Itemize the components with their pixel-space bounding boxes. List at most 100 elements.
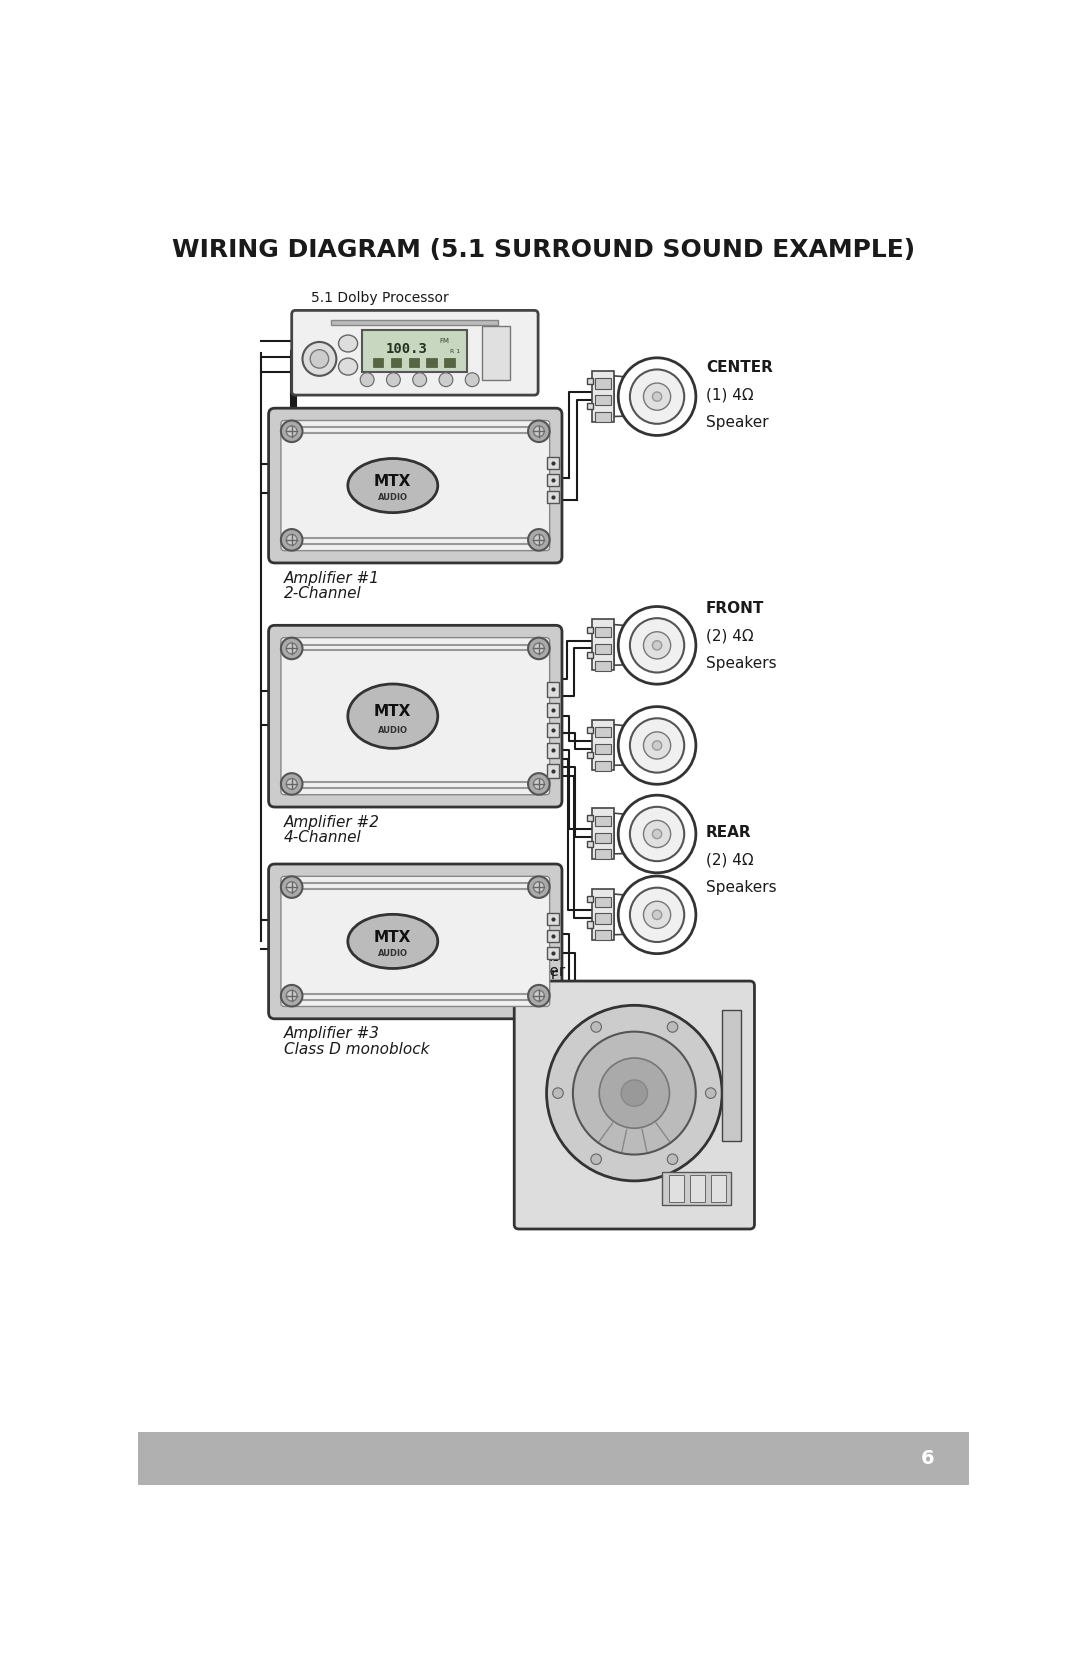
Circle shape — [281, 985, 302, 1006]
Bar — [588, 753, 593, 758]
Bar — [595, 412, 610, 422]
Bar — [588, 726, 593, 733]
Bar — [595, 628, 610, 638]
Circle shape — [572, 1031, 696, 1155]
Circle shape — [644, 733, 671, 759]
Text: (1) 2Ω: (1) 2Ω — [511, 950, 558, 965]
Ellipse shape — [338, 359, 357, 376]
Circle shape — [652, 829, 662, 838]
Bar — [595, 644, 610, 654]
Bar — [588, 814, 593, 821]
Bar — [588, 404, 593, 409]
Text: (2) 4Ω: (2) 4Ω — [706, 853, 754, 868]
Circle shape — [281, 773, 302, 794]
FancyBboxPatch shape — [281, 876, 550, 1006]
Circle shape — [528, 421, 550, 442]
Text: MTX: MTX — [374, 704, 411, 719]
Polygon shape — [615, 895, 630, 935]
Circle shape — [705, 1088, 716, 1098]
Bar — [595, 379, 610, 389]
Bar — [592, 890, 615, 940]
Bar — [546, 743, 558, 758]
Ellipse shape — [348, 915, 437, 968]
Bar — [546, 457, 558, 469]
Bar — [592, 808, 615, 860]
Circle shape — [310, 350, 328, 369]
Text: (1) 4Ω: (1) 4Ω — [706, 387, 754, 402]
Bar — [482, 325, 511, 379]
Ellipse shape — [348, 459, 437, 512]
Text: REAR: REAR — [706, 824, 752, 840]
Circle shape — [591, 1153, 602, 1165]
Bar — [595, 396, 610, 406]
Text: (1) 2Ω: (1) 2Ω — [503, 951, 551, 966]
Bar — [595, 833, 610, 843]
FancyBboxPatch shape — [269, 409, 562, 562]
Circle shape — [465, 372, 480, 387]
Bar — [546, 913, 558, 925]
Circle shape — [534, 534, 544, 546]
Circle shape — [281, 876, 302, 898]
Polygon shape — [615, 376, 630, 417]
Circle shape — [528, 773, 550, 794]
Bar — [723, 1010, 741, 1142]
Bar — [662, 1172, 731, 1205]
Text: 6: 6 — [921, 1449, 934, 1469]
Circle shape — [553, 1088, 564, 1098]
Bar — [588, 896, 593, 903]
FancyBboxPatch shape — [514, 981, 755, 1228]
Bar — [690, 1175, 705, 1202]
Text: AUDIO: AUDIO — [378, 948, 408, 958]
Circle shape — [286, 990, 297, 1001]
Text: (2) 4Ω: (2) 4Ω — [706, 629, 754, 644]
Bar — [546, 474, 558, 486]
Text: MTX: MTX — [374, 930, 411, 945]
Ellipse shape — [338, 335, 357, 352]
Circle shape — [281, 529, 302, 551]
Text: 5.1 Dolby Processor: 5.1 Dolby Processor — [311, 290, 448, 305]
Bar — [546, 723, 558, 738]
Circle shape — [528, 529, 550, 551]
Circle shape — [534, 426, 544, 437]
Text: CENTER: CENTER — [706, 359, 773, 374]
Circle shape — [286, 881, 297, 893]
Bar — [595, 761, 610, 771]
Bar — [595, 728, 610, 738]
Bar — [546, 491, 558, 504]
Bar — [427, 359, 437, 367]
Text: 100.3: 100.3 — [386, 342, 428, 355]
Text: AUDIO: AUDIO — [378, 726, 408, 734]
Bar — [592, 371, 615, 422]
Bar — [592, 719, 615, 771]
Bar — [595, 896, 610, 906]
Circle shape — [534, 881, 544, 893]
Circle shape — [618, 357, 696, 436]
Circle shape — [630, 369, 685, 424]
Circle shape — [534, 778, 544, 789]
Bar — [595, 850, 610, 860]
Text: AUDIO: AUDIO — [378, 492, 408, 502]
Text: FM: FM — [440, 339, 449, 344]
Bar — [546, 703, 558, 718]
FancyBboxPatch shape — [269, 865, 562, 1018]
Bar — [588, 841, 593, 846]
Bar — [595, 930, 610, 940]
Bar — [588, 626, 593, 633]
Circle shape — [591, 1021, 602, 1031]
Bar — [595, 661, 610, 671]
Bar — [137, 1432, 970, 1485]
Circle shape — [438, 372, 453, 387]
Bar — [408, 359, 419, 367]
Circle shape — [652, 641, 662, 649]
Circle shape — [652, 392, 662, 401]
Circle shape — [652, 741, 662, 749]
Bar — [595, 744, 610, 754]
Text: FRONT: FRONT — [706, 601, 765, 616]
Circle shape — [546, 1005, 723, 1182]
Bar — [595, 913, 610, 923]
Circle shape — [534, 990, 544, 1001]
Circle shape — [630, 806, 685, 861]
Bar — [546, 764, 558, 778]
Text: 2-Channel: 2-Channel — [284, 586, 362, 601]
Bar — [588, 921, 593, 928]
